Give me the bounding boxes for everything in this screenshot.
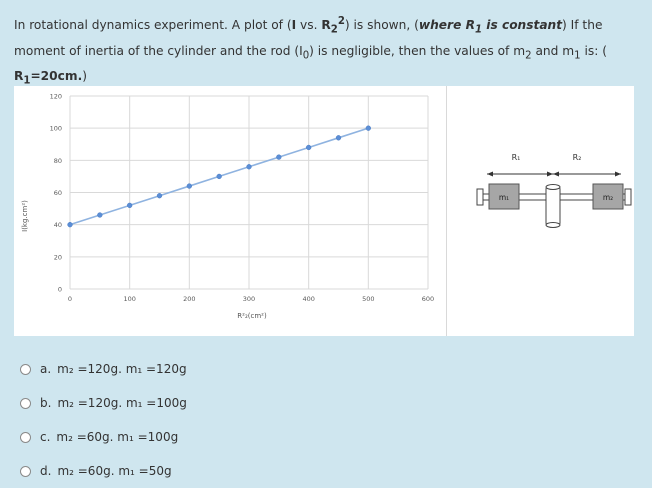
figure-box: 0 20 40 60 80 100 120 0 100 200 300 400 500 600 R²₂(… [14,86,634,336]
x-tick-label: 300 [243,295,255,303]
data-point [246,164,252,170]
x-tick-label: 100 [123,295,135,303]
radio-icon[interactable] [20,431,31,443]
inertia-vs-radius-chart: 0 20 40 60 80 100 120 0 100 200 300 400 500 600 R²₂(… [21,93,434,321]
option-text: m₂ =60g. m₁ =50g [57,464,172,478]
y-tick-label: 20 [54,253,62,261]
chart-grid [69,95,429,290]
x-tick-label: 600 [422,295,434,303]
r1-dimension-arrow [487,171,553,177]
x-tick-label: 400 [302,295,314,303]
r2-label: R₂ [573,153,582,162]
y-tick-label: 80 [54,157,62,165]
y-tick-label: 0 [58,286,62,294]
apparatus-diagram-panel: R₁ R₂ m₁ [446,86,635,336]
m1-label: m₁ [499,193,509,202]
y-tick-labels: 0 20 40 60 80 100 120 [50,93,62,294]
r1-label: R₁ [512,153,521,162]
data-point [335,135,342,141]
series-markers [67,125,371,228]
data-point [97,212,103,218]
option-letter: c. [40,430,51,444]
data-point [156,193,163,199]
y-tick-label: 40 [54,221,62,229]
r2-dimension-arrow [553,171,621,177]
left-end-stop [476,188,484,206]
option-text: m₂ =120g. m₁ =100g [57,396,187,410]
data-point [365,125,371,131]
data-point [186,183,192,189]
x-axis-label: R²₂(cm²) [237,312,267,320]
option-letter: d. [40,464,52,478]
y-tick-label: 100 [50,125,62,133]
option-text: m₂ =60g. m₁ =100g [56,430,179,444]
radio-icon[interactable] [20,465,31,477]
data-point [306,144,312,151]
data-point [276,154,282,160]
option-letter: a. [40,362,52,376]
answer-options: a. m₂ =120g. m₁ =120g b. m₂ =120g. m₁ =1… [20,352,187,488]
option-letter: b. [40,396,52,410]
x-tick-label: 200 [183,295,195,303]
option-c[interactable]: c. m₂ =60g. m₁ =100g [20,420,187,454]
data-point [216,173,222,180]
question-text: In rotational dynamics experiment. A plo… [14,16,607,87]
y-axis-label: I(kg.cm²) [21,200,29,232]
right-end-stop [624,188,632,206]
m2-label: m₂ [603,193,613,202]
option-text: m₂ =120g. m₁ =120g [57,362,187,376]
radio-icon[interactable] [20,363,31,375]
data-point [67,222,73,228]
y-tick-label: 60 [54,189,62,197]
x-tick-label: 500 [362,295,374,303]
x-tick-labels: 0 100 200 300 400 500 600 [68,295,434,303]
x-tick-label: 0 [68,295,72,303]
apparatus-diagram: R₁ R₂ m₁ [476,153,632,228]
mass-m2-block: m₂ [592,183,624,210]
mass-m1-block: m₁ [488,183,520,210]
cylinder-axle [545,184,561,228]
y-tick-label: 120 [50,93,62,101]
data-point [127,202,133,209]
option-a[interactable]: a. m₂ =120g. m₁ =120g [20,352,187,386]
option-d[interactable]: d. m₂ =60g. m₁ =50g [20,454,187,488]
radio-icon[interactable] [20,397,31,409]
chart-panel: 0 20 40 60 80 100 120 0 100 200 300 400 500 600 R²₂(… [14,86,444,336]
option-b[interactable]: b. m₂ =120g. m₁ =100g [20,386,187,420]
